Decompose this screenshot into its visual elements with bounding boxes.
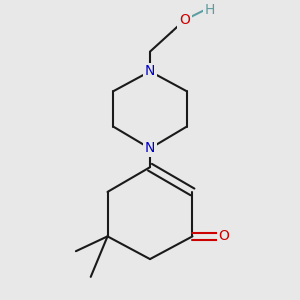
Text: O: O	[219, 230, 230, 243]
Text: N: N	[145, 64, 155, 78]
Text: N: N	[145, 141, 155, 155]
Text: H: H	[204, 3, 215, 17]
Text: O: O	[179, 13, 190, 27]
